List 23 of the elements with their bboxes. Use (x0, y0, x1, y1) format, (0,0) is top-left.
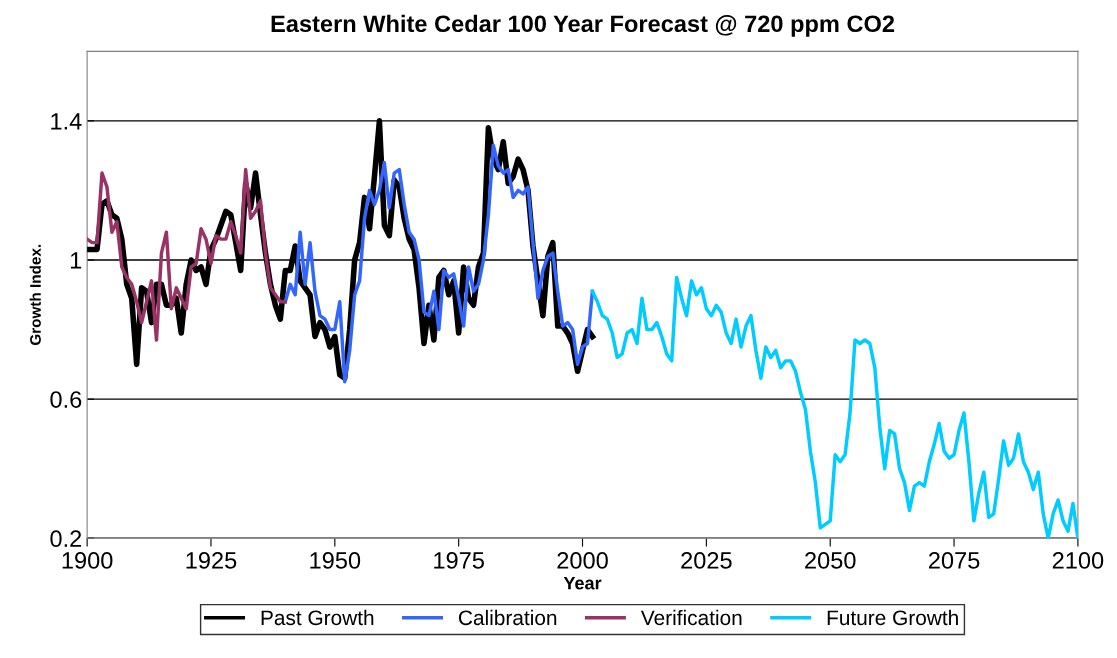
chart-title: Eastern White Cedar 100 Year Forecast @ 720 ppm CO2 (271, 14, 895, 37)
line-series (590, 275, 1078, 539)
y-tick-label: 0.6 (50, 391, 82, 408)
x-tick-label: 1925 (186, 552, 237, 569)
legend-label: Future Growth (827, 609, 958, 626)
y-tick-label: 1.4 (51, 113, 82, 130)
legend-label: Past Growth (261, 609, 374, 626)
x-tick-label: 1900 (62, 552, 113, 569)
x-tick-label: 1950 (310, 552, 361, 569)
y-tick-label: 0.2 (50, 530, 82, 548)
y-axis-title: Growth Index. (29, 244, 41, 346)
x-tick-label: 2000 (557, 552, 608, 569)
x-tick-label: 1975 (434, 552, 484, 569)
x-tick-label: 2050 (805, 552, 856, 569)
x-tick-label: 2100 (1052, 552, 1104, 569)
legend-label: Calibration (458, 609, 557, 626)
line-series (283, 143, 595, 384)
x-axis-title: Year (563, 576, 602, 590)
y-tick-label: 1 (70, 252, 82, 269)
x-tick-label: 2075 (928, 552, 980, 569)
line-series (87, 167, 288, 342)
legend-label: Verification (640, 609, 742, 626)
x-tick-label: 2025 (681, 552, 732, 569)
